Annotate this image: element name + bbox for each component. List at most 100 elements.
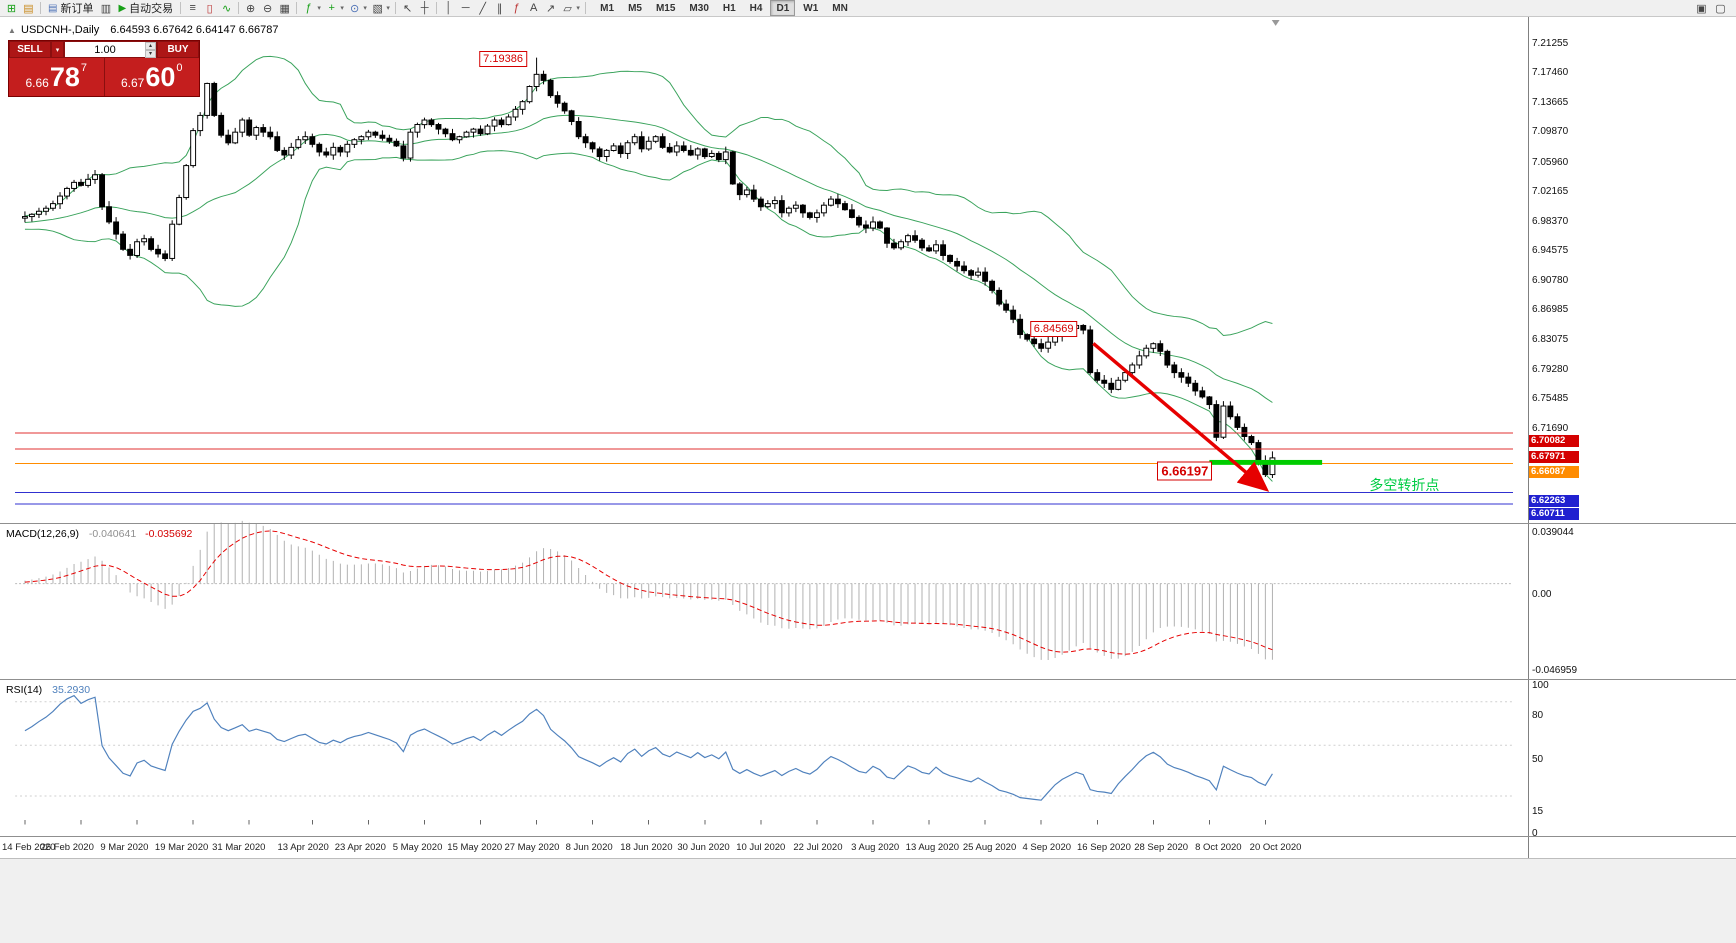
text-tool-icon[interactable]: A	[529, 2, 538, 14]
timeframe-button-m1[interactable]: M1	[600, 2, 615, 14]
vertical-line-tool-icon[interactable]: │	[445, 2, 453, 14]
symbol-name: USDCNH-,Daily	[21, 24, 100, 36]
toolbar-separator	[238, 2, 240, 14]
price-callout-level[interactable]: 6.66197	[1157, 461, 1213, 481]
macd-header: MACD(12,26,9) -0.040641 -0.035692	[6, 528, 192, 540]
one-click-collapse-icon[interactable]: ▲	[8, 26, 16, 35]
price-tick: 6.75485	[1532, 393, 1569, 405]
timeframe-group: M1 M5 M15 M30 H1 H4 D1 W1 MN	[593, 0, 855, 16]
chart-plot-area[interactable]	[0, 17, 1528, 858]
bollinger-middle-line	[24, 114, 1273, 403]
price-tick: 6.94575	[1532, 245, 1569, 257]
time-label: 25 Aug 2020	[962, 842, 1017, 853]
rsi-name: RSI(14)	[6, 684, 43, 696]
cycles-dropdown-icon[interactable]: ▾	[363, 5, 367, 12]
sell-button[interactable]: SELL	[9, 41, 51, 58]
toolbar-separator	[180, 2, 182, 14]
timeframe-button-h1[interactable]: H1	[722, 2, 736, 14]
price-callout-peak[interactable]: 6.84569	[1029, 320, 1078, 337]
zoom-out-icon[interactable]: ⊖	[263, 2, 273, 15]
macd-signal-line	[24, 530, 1273, 655]
timeframe-button-m5[interactable]: M5	[628, 2, 642, 14]
candle-wicks	[24, 57, 1273, 478]
time-label: 10 Jul 2020	[736, 842, 786, 853]
new-chart-icon[interactable]: ⊞	[6, 2, 17, 15]
time-label: 23 Apr 2020	[334, 842, 386, 853]
chart-properties-icon[interactable]: ▧	[372, 2, 383, 15]
bollinger-upper-line	[24, 55, 1273, 336]
crosshair-tool-icon[interactable]: ┼	[420, 2, 429, 14]
timeframe-button-m15[interactable]: M15	[655, 2, 676, 14]
indicators-dropdown-icon[interactable]: ▾	[317, 5, 321, 12]
sell-dropdown-icon[interactable]: ▾	[51, 41, 64, 58]
volume-up-icon[interactable]: ▴	[145, 42, 156, 50]
trade-panel-divider	[103, 58, 105, 96]
time-label: 15 May 2020	[447, 842, 503, 853]
price-callout-high[interactable]: 7.19386	[479, 50, 527, 67]
shapes-dropdown-icon[interactable]: ▾	[576, 5, 580, 12]
toolbar-right-group: ▣ ▢	[1693, 1, 1733, 16]
chart-properties-dropdown-icon[interactable]: ▾	[386, 5, 390, 12]
rsi-value: 35.2930	[52, 684, 91, 696]
chart-shift-marker-icon	[1271, 19, 1280, 26]
time-label: 16 Sep 2020	[1076, 842, 1131, 853]
price-tick: 7.17460	[1532, 67, 1569, 79]
new-order-button[interactable]: ▤ 新订单	[44, 1, 97, 16]
price-badge: 6.70082	[1529, 434, 1579, 447]
price-tick: 6.71690	[1532, 422, 1569, 434]
ohlc-values: 6.64593 6.67642 6.64147 6.66787	[110, 24, 279, 36]
autotrading-button[interactable]: ▶ 自动交易	[114, 1, 177, 16]
trendline-tool-icon[interactable]: ╱	[479, 2, 486, 15]
rsi-axis-label: 80	[1532, 709, 1544, 721]
market-watch-icon[interactable]: ▥	[100, 2, 112, 15]
arrows-tool-icon[interactable]: ↗	[546, 2, 556, 15]
tile-windows-icon[interactable]: ▣	[1696, 2, 1707, 15]
horizontal-line-tool-icon[interactable]: ─	[461, 2, 470, 14]
volume-value[interactable]: 1.00	[94, 43, 116, 56]
profiles-icon[interactable]: ▤	[23, 2, 34, 15]
price-tick: 7.02165	[1532, 186, 1569, 198]
zoom-in-icon[interactable]: ⊕	[246, 2, 256, 15]
grid-icon[interactable]: ▦	[279, 2, 290, 15]
add-indicator-dropdown-icon[interactable]: ▾	[340, 5, 344, 12]
time-axis-border	[0, 836, 1736, 837]
add-indicator-icon[interactable]: +	[328, 2, 335, 14]
time-label: 18 Jun 2020	[620, 842, 673, 853]
timeframe-button-mn[interactable]: MN	[832, 2, 848, 14]
pane-splitter-macd[interactable]	[0, 523, 1736, 524]
sell-price-display[interactable]: 6.66 78 7	[9, 58, 104, 96]
indicators-icon[interactable]: ƒ	[305, 2, 312, 14]
bollinger-bands	[24, 55, 1273, 482]
time-label: 13 Apr 2020	[277, 842, 329, 853]
timeframe-button-w1[interactable]: W1	[803, 2, 819, 14]
rsi-header: RSI(14) 35.2930	[6, 684, 90, 696]
timeframe-button-h4[interactable]: H4	[749, 2, 763, 14]
macd-histogram	[24, 520, 1273, 661]
rsi-axis-label: 50	[1532, 754, 1544, 765]
turning-point-text[interactable]: 多空转折点	[1369, 477, 1440, 494]
cycles-icon[interactable]: ⊙	[350, 2, 360, 15]
line-chart-mode-icon[interactable]: ∿	[222, 2, 232, 15]
cascade-windows-icon[interactable]: ▢	[1715, 2, 1726, 15]
toolbar-separator	[585, 2, 587, 14]
timeframe-button-m30[interactable]: M30	[689, 2, 709, 14]
bar-chart-mode-icon[interactable]: ≡	[189, 2, 196, 14]
volume-down-icon[interactable]: ▾	[145, 50, 156, 58]
pane-splitter-rsi[interactable]	[0, 679, 1736, 680]
volume-field[interactable]: 1.00 ▴ ▾	[64, 41, 157, 58]
buy-button[interactable]: BUY	[157, 41, 199, 58]
cursor-tool-icon[interactable]: ↖	[403, 2, 413, 15]
rsi-axis-label: 0	[1532, 828, 1538, 839]
toolbar-separator	[436, 2, 438, 14]
price-badge: 6.66087	[1529, 465, 1579, 478]
price-badge: 6.67971	[1529, 451, 1579, 464]
timeframe-button-d1[interactable]: D1	[770, 0, 796, 16]
fibonacci-tool-icon[interactable]: ƒ	[513, 2, 520, 14]
toolbar-separator	[395, 2, 397, 14]
time-label: 14 Feb 2020	[2, 842, 56, 853]
shapes-tool-icon[interactable]: ▱	[563, 2, 572, 15]
macd-name: MACD(12,26,9)	[6, 528, 79, 540]
candlestick-mode-icon[interactable]: ▯	[206, 2, 213, 15]
channel-tool-icon[interactable]: ∥	[496, 2, 503, 15]
buy-price-display[interactable]: 6.67 60 0	[105, 58, 200, 96]
